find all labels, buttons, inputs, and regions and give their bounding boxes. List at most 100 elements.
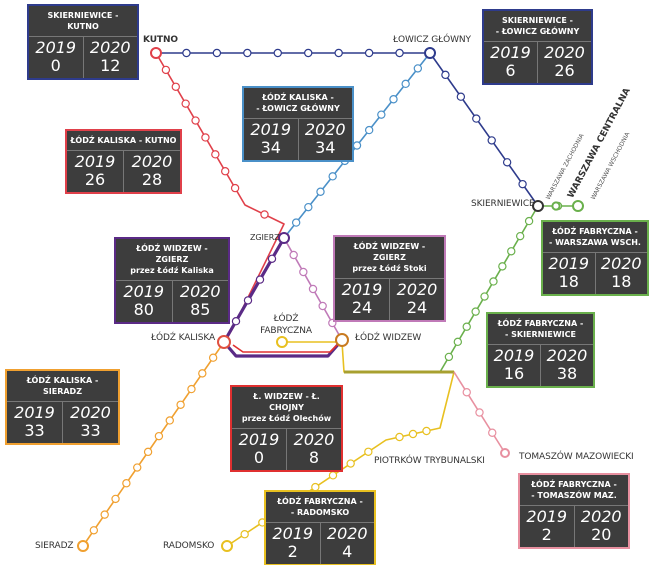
route-lowicz-skierniewice-stop	[518, 179, 527, 189]
info-box-skierniewice-lowicz: SKIERNIEWICE - - ŁOWICZ GŁÓWNY 2019 6 2020…	[482, 9, 593, 85]
route-fabryczna-skierniewice-stop	[515, 231, 525, 241]
info-box-widzew-zgierz-stoki: ŁÓDŹ WIDZEW - ZGIERZ przez Łódź Stoki 20…	[333, 235, 446, 322]
station-label-skierniewice: SKIERNIEWICE	[471, 199, 535, 209]
route-fabryczna-radomsko-stop	[422, 426, 431, 436]
station-label-lodz-kaliska: ŁÓDŹ KALISKA	[151, 333, 216, 343]
info-box-widzew-zgierz-kaliska: ŁÓDŹ WIDZEW - ZGIERZ przez Łódź Kaliska …	[114, 237, 230, 324]
value-2020: 18	[611, 272, 632, 291]
route-widzew-zgierz-kaliska-stop	[267, 254, 277, 263]
route-widzew-zgierz-stoki-stop	[308, 284, 318, 294]
route-fabryczna-skierniewice-stop	[489, 277, 498, 286]
value-2019: 80	[133, 300, 154, 319]
year-2019: 2019	[250, 120, 292, 139]
year-2019: 2019	[272, 524, 314, 543]
value-2019: 2	[287, 542, 298, 561]
value-2020: 24	[406, 298, 428, 317]
hub-warszawa-zachodnia	[551, 201, 561, 211]
route-fabryczna-skierniewice-stop	[462, 322, 471, 331]
year-2020: 2020	[396, 280, 438, 299]
route-fabryczna-skierniewice-stop	[480, 292, 489, 301]
info-box-fabryczna-tomaszow: ŁÓDŹ FABRYCZNA - - TOMASZÓW MAZ. 2019 2 20…	[518, 473, 630, 549]
route-widzew-chojny	[232, 339, 343, 353]
value-2020: 38	[556, 364, 578, 383]
route-fabryczna-tomaszow-stop	[462, 388, 471, 397]
box-title: ŁÓDŹ KALISKA - KUTNO	[70, 136, 177, 145]
box-title: ŁÓDŹ WIDZEW - ZGIERZ przez Łódź Stoki	[352, 242, 427, 273]
route-widzew-zgierz-kaliska	[222, 237, 344, 358]
value-2019: 33	[24, 421, 45, 440]
year-2019: 2019	[341, 280, 383, 299]
box-title: ŁÓDŹ FABRYCZNA - - WARSZAWA WSCH.	[549, 227, 641, 247]
hub-lowicz	[424, 47, 436, 59]
hub-sieradz	[77, 540, 89, 552]
route-kaliska-kutno-stop	[191, 116, 200, 125]
year-2019: 2019	[493, 346, 535, 365]
route-kaliska-lowicz-stop	[377, 110, 386, 119]
route-kaliska-sieradz-stop	[176, 400, 185, 409]
route-fabryczna-radomsko-stop	[328, 471, 338, 480]
route-fabryczna-tomaszow-stop	[475, 408, 484, 417]
year-2020: 2020	[179, 282, 221, 301]
route-kaliska-kutno-stop	[181, 99, 190, 108]
route-fabryczna-radomsko-stop	[395, 432, 404, 442]
route-kaliska-lowicz-stop	[291, 218, 301, 227]
info-box-kaliska-lowicz: ŁÓDŹ KALISKA - - ŁOWICZ GŁÓWNY 2019 34 202…	[242, 86, 354, 162]
route-lowicz-skierniewice-stop	[472, 114, 481, 123]
hub-radomsko	[221, 540, 233, 552]
value-2019: 0	[253, 448, 265, 467]
year-2020: 2020	[544, 43, 585, 62]
route-kaliska-lowicz-stop	[304, 202, 313, 212]
value-2020: 28	[141, 170, 163, 189]
info-box-fabryczna-wschodnia: ŁÓDŹ FABRYCZNA - - WARSZAWA WSCH. 2019 18…	[541, 220, 649, 296]
route-fabryczna-radomsko-stop	[346, 459, 355, 468]
year-2019: 2019	[35, 38, 77, 57]
year-2019: 2019	[14, 403, 55, 422]
info-box-kaliska-kutno: ŁÓDŹ KALISKA - KUTNO 2019 26 2020 28	[65, 129, 182, 194]
year-2020: 2020	[326, 524, 368, 543]
route-kaliska-kutno-stop	[171, 82, 180, 91]
route-fabryczna-tomaszow-stop	[488, 428, 497, 437]
box-title: ŁÓDŹ KALISKA - - ŁOWICZ GŁÓWNY	[256, 93, 340, 113]
value-2020: 20	[591, 525, 612, 544]
value-2019: 26	[84, 170, 106, 189]
year-2019: 2019	[74, 152, 116, 171]
route-widzew-zgierz-stoki-stop	[299, 267, 308, 277]
route-kaliska-kutno-stop	[260, 210, 269, 219]
route-kaliska-sieradz-stop	[154, 431, 164, 441]
hub-widzew	[335, 333, 349, 347]
route-widzew-zgierz-kaliska-stop	[231, 317, 241, 326]
box-title: ŁÓDŹ KALISKA - SIERADZ	[26, 376, 99, 396]
hub-kaliska	[217, 335, 231, 349]
route-fabryczna-radomsko-stop	[408, 429, 418, 439]
hub-kutno	[150, 47, 162, 59]
year-2020: 2020	[131, 152, 173, 171]
route-kaliska-sieradz-stop	[165, 416, 174, 425]
value-2020: 85	[190, 300, 211, 319]
hub-tomaszow	[500, 448, 510, 458]
route-widzew-zgierz-stoki-stop	[289, 250, 298, 260]
station-label-sieradz: SIERADZ	[35, 541, 74, 551]
route-lowicz-skierniewice-stop	[487, 136, 496, 145]
value-2020: 4	[342, 542, 353, 561]
route-fabryczna-skierniewice-stop	[524, 216, 534, 226]
route-kutno-lowicz-stop	[212, 48, 222, 58]
station-label-zgierz: ZGIERZ	[250, 233, 280, 242]
route-kaliska-lowicz-stop	[401, 79, 410, 89]
value-2020: 34	[315, 138, 336, 157]
value-2019: 34	[260, 138, 281, 157]
station-label-lowicz-glowny: ŁOWICZ GŁÓWNY	[393, 35, 471, 45]
value-2020: 33	[80, 421, 101, 440]
route-kaliska-sieradz-stop	[100, 510, 109, 519]
route-kaliska-lowicz-stop	[352, 141, 362, 150]
route-kaliska-sieradz-stop	[133, 463, 142, 472]
year-2020: 2020	[70, 403, 111, 422]
station-label-kutno: KUTNO	[143, 35, 178, 45]
box-title: Ł. WIDZEW - Ł. CHOJNY przez Łódź Olechów	[241, 392, 332, 423]
route-fabryczna-radomsko-stop	[364, 447, 373, 456]
value-2019: 18	[558, 272, 579, 291]
route-kaliska-lowicz-stop	[316, 187, 325, 196]
year-2020: 2020	[546, 346, 588, 365]
year-2019: 2019	[238, 430, 280, 449]
value-2019: 24	[351, 298, 373, 317]
route-kaliska-kutno-stop	[221, 167, 230, 176]
